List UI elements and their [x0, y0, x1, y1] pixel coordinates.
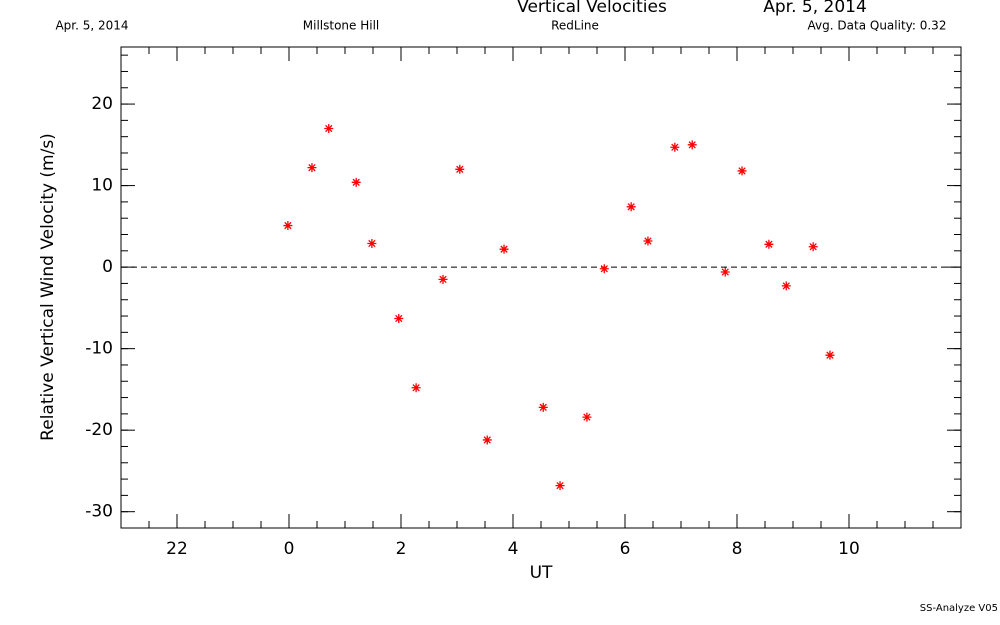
x-axis-label: UT	[530, 563, 553, 583]
y-tick-label: 20	[91, 94, 113, 114]
data-point	[499, 244, 509, 254]
y-axis-label: Relative Vertical Wind Velocity (m/s)	[38, 133, 58, 441]
data-point	[438, 274, 448, 284]
y-tick-label: 0	[102, 257, 113, 277]
y-tick-label: -30	[85, 502, 113, 522]
data-point	[737, 166, 747, 176]
x-tick-label: 0	[284, 539, 295, 559]
data-point	[626, 202, 636, 212]
data-point	[599, 264, 609, 274]
x-tick-label: 6	[620, 539, 631, 559]
data-point	[411, 383, 421, 393]
data-point	[307, 163, 317, 173]
date-left: Apr. 5, 2014	[55, 19, 128, 33]
quality: Avg. Data Quality: 0.32	[808, 19, 947, 33]
data-point	[351, 177, 361, 187]
date-right: Apr. 5, 2014	[763, 0, 867, 17]
x-tick-label: 8	[732, 539, 743, 559]
chart-title: Vertical Velocities	[517, 0, 667, 17]
data-point	[825, 350, 835, 360]
emission: RedLine	[551, 19, 599, 33]
x-tick-label: 10	[838, 539, 860, 559]
footer: SS-Analyze V05	[920, 603, 998, 614]
data-point	[808, 242, 818, 252]
data-point	[781, 281, 791, 291]
data-point	[367, 238, 377, 248]
plot-frame	[120, 46, 962, 529]
data-point	[643, 236, 653, 246]
data-point	[324, 124, 334, 134]
x-tick-label: 2	[396, 539, 407, 559]
data-point	[720, 267, 730, 277]
data-point	[670, 142, 680, 152]
y-tick-label: -20	[85, 420, 113, 440]
data-point	[555, 481, 565, 491]
data-point	[455, 164, 465, 174]
x-tick-label: 4	[508, 539, 519, 559]
data-point	[482, 435, 492, 445]
data-point	[582, 412, 592, 422]
data-point	[538, 402, 548, 412]
y-tick-label: 10	[91, 176, 113, 196]
data-point	[687, 140, 697, 150]
x-tick-label: 22	[166, 539, 188, 559]
site: Millstone Hill	[303, 19, 379, 33]
data-point	[764, 239, 774, 249]
y-tick-label: -10	[85, 339, 113, 359]
data-point	[394, 313, 404, 323]
data-point	[283, 221, 293, 231]
